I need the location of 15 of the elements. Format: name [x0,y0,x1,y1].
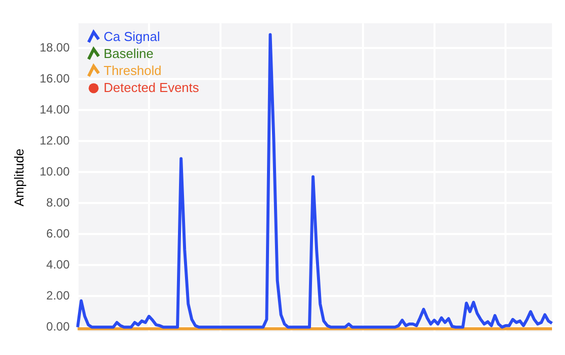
y-tick-label: 16.00 [40,71,70,86]
legend-label: Ca Signal [104,28,160,44]
y-tick-label: 14.00 [40,102,70,116]
y-tick-label: 4.00 [46,257,70,272]
y-tick-label: 18.00 [40,40,70,54]
y-tick-label: 2.00 [46,288,70,302]
y-tick-label: 0.00 [46,319,70,334]
legend-label: Detected Events [104,80,200,95]
y-tick-label: 12.00 [40,133,70,148]
y-tick-label: 6.00 [46,226,70,240]
y-tick-label: 10.00 [40,164,70,178]
legend-label: Threshold [104,62,162,78]
legend-label: Baseline [104,46,154,61]
y-axis-title: Amplitude [11,148,26,206]
y-tick-label: 8.00 [46,195,70,210]
